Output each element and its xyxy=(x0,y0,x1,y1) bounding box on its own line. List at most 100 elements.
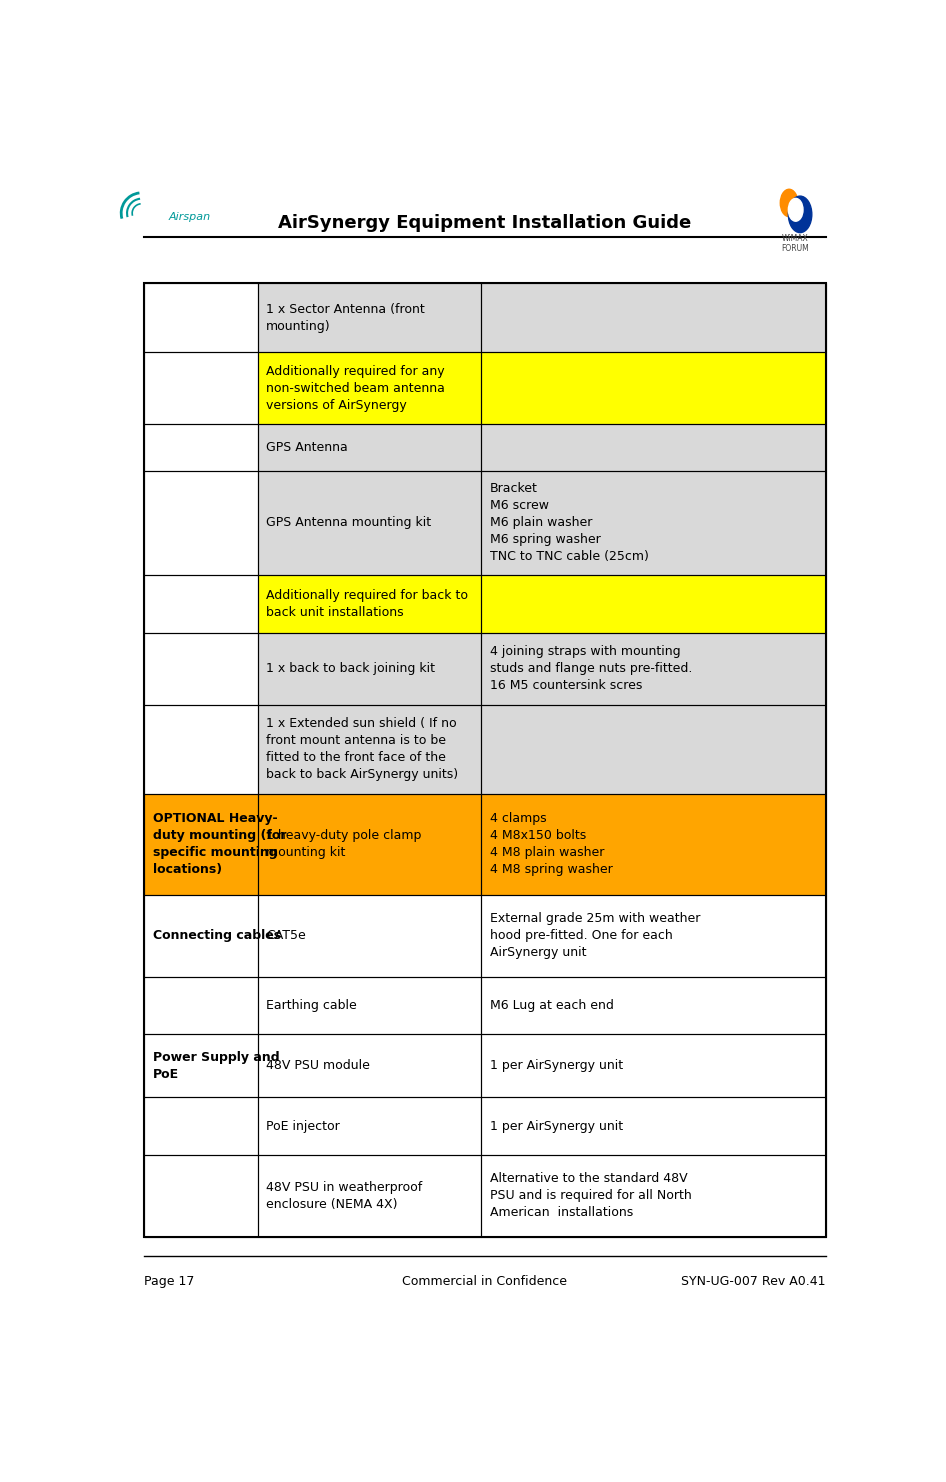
Text: 48V PSU in weatherproof
enclosure (NEMA 4X): 48V PSU in weatherproof enclosure (NEMA … xyxy=(267,1181,423,1211)
Bar xyxy=(144,895,257,977)
Text: WiMAX
FORUM: WiMAX FORUM xyxy=(781,234,809,253)
Bar xyxy=(482,895,826,977)
Bar xyxy=(144,424,257,471)
Bar xyxy=(144,353,257,424)
Text: CAT5e: CAT5e xyxy=(267,929,307,943)
Text: OPTIONAL Heavy-
duty mounting (for
specific mounting
locations): OPTIONAL Heavy- duty mounting (for speci… xyxy=(152,812,287,876)
Bar xyxy=(257,895,482,977)
Bar xyxy=(144,977,257,1034)
Bar xyxy=(257,1097,482,1154)
Bar xyxy=(144,977,257,1034)
Bar xyxy=(482,633,826,705)
Bar xyxy=(144,1097,257,1154)
Text: 1 per AirSynergy unit: 1 per AirSynergy unit xyxy=(490,1060,623,1073)
Bar xyxy=(144,793,257,895)
Bar xyxy=(482,283,826,353)
Text: Connecting cables: Connecting cables xyxy=(152,929,281,943)
Bar xyxy=(144,1034,257,1097)
Bar xyxy=(482,1154,826,1237)
Text: Bracket
M6 screw
M6 plain washer
M6 spring washer
TNC to TNC cable (25cm): Bracket M6 screw M6 plain washer M6 spri… xyxy=(490,482,649,563)
Bar xyxy=(257,977,482,1034)
Bar xyxy=(482,895,826,977)
Bar xyxy=(257,575,482,633)
Bar xyxy=(257,353,482,424)
Bar xyxy=(482,1097,826,1154)
Bar xyxy=(257,1034,482,1097)
Bar xyxy=(257,977,482,1034)
Text: Additionally required for back to
back unit installations: Additionally required for back to back u… xyxy=(267,588,468,618)
Text: 4 clamps
4 M8x150 bolts
4 M8 plain washer
4 M8 spring washer: 4 clamps 4 M8x150 bolts 4 M8 plain washe… xyxy=(490,812,613,876)
Bar xyxy=(482,471,826,575)
Bar xyxy=(257,283,482,353)
Bar xyxy=(482,1034,826,1097)
Text: 1 per AirSynergy unit: 1 per AirSynergy unit xyxy=(490,1119,623,1132)
Text: SYN-UG-007 Rev A0.41: SYN-UG-007 Rev A0.41 xyxy=(681,1275,826,1288)
Bar xyxy=(257,424,482,471)
Bar xyxy=(482,705,826,793)
Bar xyxy=(144,575,257,633)
Bar xyxy=(144,1154,257,1237)
Circle shape xyxy=(780,190,797,216)
Bar xyxy=(144,705,257,793)
Bar xyxy=(257,705,482,793)
Bar xyxy=(257,633,482,705)
Bar xyxy=(144,283,826,1237)
Bar xyxy=(482,633,826,705)
Bar xyxy=(257,283,482,353)
Text: PoE injector: PoE injector xyxy=(267,1119,341,1132)
Bar xyxy=(257,895,482,977)
Bar xyxy=(144,895,257,977)
Bar xyxy=(482,353,826,424)
Bar xyxy=(482,353,826,424)
Bar xyxy=(144,1154,257,1237)
Bar xyxy=(482,424,826,471)
Bar xyxy=(144,705,257,793)
Text: GPS Antenna: GPS Antenna xyxy=(267,442,348,453)
Bar xyxy=(257,471,482,575)
Bar xyxy=(144,633,257,705)
Bar xyxy=(482,575,826,633)
Text: 1 x back to back joining kit: 1 x back to back joining kit xyxy=(267,662,435,676)
Bar xyxy=(144,424,257,471)
Bar xyxy=(257,793,482,895)
Bar xyxy=(257,1097,482,1154)
Bar xyxy=(482,977,826,1034)
Bar xyxy=(144,353,257,424)
Text: Power Supply and
PoE: Power Supply and PoE xyxy=(152,1051,279,1080)
Bar xyxy=(257,575,482,633)
Text: 4 joining straps with mounting
studs and flange nuts pre-fitted.
16 M5 countersi: 4 joining straps with mounting studs and… xyxy=(490,645,692,692)
Text: External grade 25m with weather
hood pre-fitted. One for each
AirSynergy unit: External grade 25m with weather hood pre… xyxy=(490,913,700,959)
Bar xyxy=(482,793,826,895)
Bar xyxy=(482,977,826,1034)
Text: Additionally required for any
non-switched beam antenna
versions of AirSynergy: Additionally required for any non-switch… xyxy=(267,365,446,412)
Bar xyxy=(144,633,257,705)
Text: 48V PSU module: 48V PSU module xyxy=(267,1060,370,1073)
Bar xyxy=(144,283,257,353)
Bar xyxy=(257,471,482,575)
Text: 1 heavy-duty pole clamp
mounting kit: 1 heavy-duty pole clamp mounting kit xyxy=(267,828,422,860)
Bar xyxy=(482,471,826,575)
Bar xyxy=(144,471,257,575)
Bar xyxy=(144,1034,257,1097)
Text: AirSynergy Equipment Installation Guide: AirSynergy Equipment Installation Guide xyxy=(278,215,692,233)
Bar xyxy=(144,471,257,575)
Bar xyxy=(482,575,826,633)
Bar xyxy=(257,424,482,471)
Bar xyxy=(482,424,826,471)
Bar xyxy=(257,705,482,793)
Bar xyxy=(482,1154,826,1237)
Bar xyxy=(482,793,826,895)
Text: 1 x Extended sun shield ( If no
front mount antenna is to be
fitted to the front: 1 x Extended sun shield ( If no front mo… xyxy=(267,717,459,781)
Text: Commercial in Confidence: Commercial in Confidence xyxy=(402,1275,568,1288)
Bar xyxy=(257,1154,482,1237)
Bar xyxy=(482,705,826,793)
Circle shape xyxy=(788,196,812,233)
Text: Earthing cable: Earthing cable xyxy=(267,999,357,1012)
Bar xyxy=(257,793,482,895)
Text: 1 x Sector Antenna (front
mounting): 1 x Sector Antenna (front mounting) xyxy=(267,302,425,332)
Text: M6 Lug at each end: M6 Lug at each end xyxy=(490,999,614,1012)
Bar xyxy=(482,1034,826,1097)
Bar xyxy=(257,353,482,424)
Bar xyxy=(144,1097,257,1154)
Bar xyxy=(257,1154,482,1237)
